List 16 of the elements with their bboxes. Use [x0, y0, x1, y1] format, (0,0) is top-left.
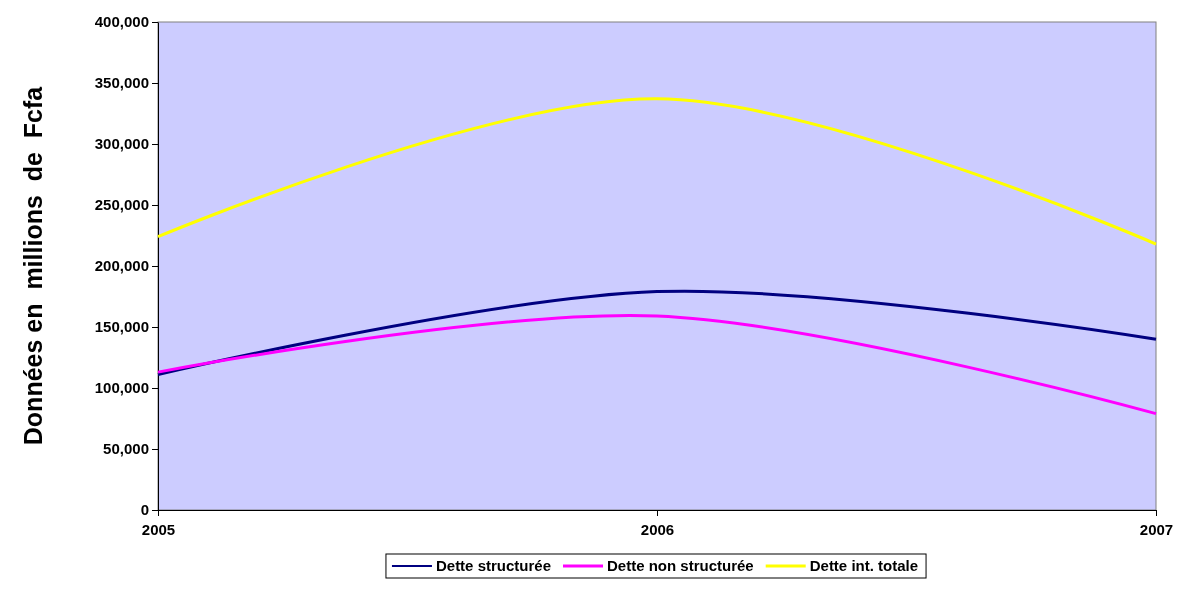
y-tick-label: 150,000 — [94, 318, 149, 336]
y-axis-title: Données en millions de Fcfa — [19, 85, 47, 446]
y-tick-label: 100,000 — [94, 379, 149, 397]
y-tick-label: 250,000 — [94, 196, 149, 214]
y-tick-label: 50,000 — [103, 440, 149, 458]
x-tick-label: 2005 — [141, 520, 176, 538]
y-tick-label: 400,000 — [94, 13, 149, 31]
y-tick-label: 200,000 — [94, 257, 149, 275]
y-tick-label: 300,000 — [94, 135, 149, 153]
y-tick-label: 0 — [140, 501, 149, 519]
x-tick-label: 2007 — [1139, 520, 1174, 538]
x-tick-label: 2006 — [640, 520, 675, 538]
legend-label: Dette non structurée — [607, 557, 754, 574]
legend-label: Dette int. totale — [809, 557, 919, 574]
legend-label: Dette structurée — [435, 557, 551, 574]
y-tick-label: 350,000 — [94, 74, 149, 92]
